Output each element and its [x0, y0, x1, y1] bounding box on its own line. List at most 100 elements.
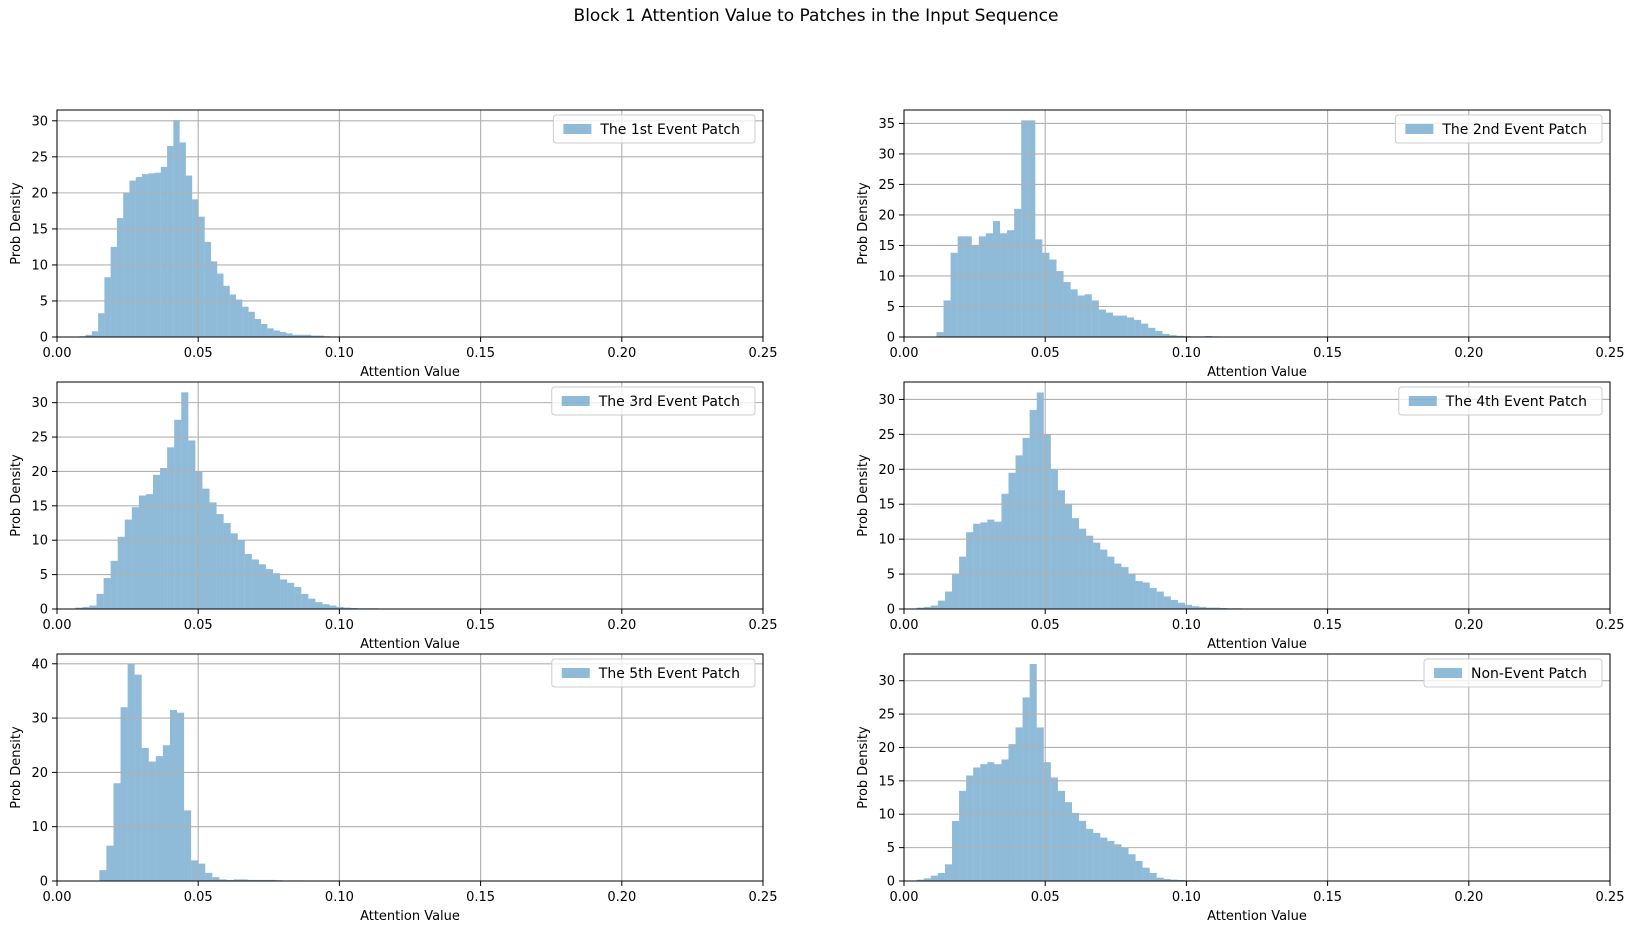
histogram-bar: [85, 334, 92, 337]
histogram-bar: [142, 174, 149, 337]
x-tick-label: 0.20: [1454, 346, 1483, 361]
histogram-bar: [141, 747, 149, 881]
legend-box: [552, 114, 756, 144]
y-tick-label: 20: [878, 741, 895, 756]
legend: The 4th Event Patch: [1398, 386, 1603, 416]
y-tick-label: 10: [878, 808, 895, 823]
histogram-bar: [254, 318, 262, 337]
legend-swatch: [1434, 668, 1463, 678]
histogram-bar: [148, 761, 156, 881]
histogram-bar: [160, 467, 168, 609]
histogram-bar: [75, 607, 83, 609]
histogram-bar: [1149, 588, 1157, 609]
histogram-bar: [188, 440, 196, 609]
histogram-bar: [1121, 847, 1129, 881]
histogram-bar: [1155, 330, 1163, 337]
histogram-bars: [936, 120, 1226, 338]
subplot-4: 0.00 0.05 0.10 0.15 0.20 0.25 0 5 10 15 20 25 30 Atte…: [856, 381, 1624, 652]
histogram-bar: [1029, 664, 1037, 881]
histogram-bar: [267, 328, 274, 337]
histogram-bar: [174, 419, 182, 609]
x-tick-label: 0.05: [184, 618, 213, 633]
x-tick-label: 0.20: [607, 890, 636, 905]
y-axis-label: Prob Density: [9, 454, 24, 537]
histogram-bar: [1176, 335, 1184, 337]
histogram-bar: [985, 233, 993, 337]
histogram-bar: [148, 173, 155, 337]
legend-label: Non-Event Patch: [1471, 666, 1587, 682]
histogram-bar: [944, 864, 953, 881]
x-tick-label: 0.05: [1031, 346, 1060, 361]
x-tick-label: 0.25: [749, 618, 778, 633]
histogram-bar: [966, 532, 974, 609]
x-tick-label: 0.10: [325, 346, 354, 361]
histogram-bar: [217, 273, 224, 337]
histogram-bar: [1148, 327, 1156, 337]
x-tick-label: 0.10: [1172, 618, 1201, 633]
histogram-bar: [1043, 434, 1051, 609]
y-axis-label: Prob Density: [856, 182, 871, 265]
histogram-bar: [138, 495, 146, 609]
x-tick-label: 0.15: [466, 890, 495, 905]
histogram-bar: [155, 756, 163, 881]
histogram-bar: [1001, 759, 1009, 881]
histogram-bar: [930, 605, 938, 609]
y-tick-label: 30: [878, 674, 895, 689]
histogram-bar: [950, 252, 958, 337]
histogram-bar: [236, 299, 243, 337]
histogram-bar: [1079, 820, 1087, 881]
histogram-bar: [106, 845, 114, 881]
x-axis-label: Attention Value: [1207, 909, 1307, 924]
histogram-bar: [1112, 315, 1121, 337]
histogram-bar: [131, 507, 139, 609]
axes-frame: [56, 109, 764, 338]
x-tick-label: 0.05: [1031, 618, 1060, 633]
histogram-bar: [1086, 828, 1094, 881]
x-tick-label: 0.00: [43, 618, 72, 633]
histogram-bar: [223, 523, 231, 609]
histogram-bar: [966, 775, 974, 881]
histogram-bars: [916, 392, 1249, 609]
histogram-bar: [204, 241, 211, 337]
histogram-bar: [286, 333, 293, 337]
histogram-bar: [1135, 581, 1143, 609]
y-tick-label: 25: [878, 178, 895, 193]
x-tick-label: 0.20: [1454, 618, 1483, 633]
y-tick-label: 0: [887, 331, 895, 346]
histogram-bar: [1107, 840, 1115, 881]
histogram-bar: [273, 330, 280, 337]
histogram-bar: [89, 605, 97, 609]
histogram-bars: [75, 392, 401, 609]
histogram-bar: [329, 605, 337, 609]
histogram-bar: [98, 313, 105, 337]
y-tick-label: 10: [878, 533, 895, 548]
histogram-bar: [1141, 323, 1149, 337]
x-tick-label: 0.25: [1596, 346, 1625, 361]
histogram-bar: [279, 331, 287, 337]
histogram-bars: [916, 664, 1214, 881]
histogram-bar: [99, 870, 107, 881]
histogram-bar: [937, 600, 945, 609]
histogram-bar: [198, 863, 206, 881]
histogram-bar: [240, 879, 248, 881]
histogram-bar: [251, 559, 259, 609]
y-tick-label: 15: [31, 499, 48, 514]
histogram-bar: [1022, 697, 1030, 881]
histogram-bar: [120, 707, 128, 881]
legend-swatch: [561, 668, 590, 678]
legend: The 2nd Event Patch: [1394, 114, 1603, 144]
histogram-bar: [135, 177, 142, 337]
histogram-bar: [1000, 233, 1008, 337]
figure-title: Block 1 Attention Value to Patches in th…: [573, 6, 1059, 26]
histogram-bar: [1142, 867, 1150, 881]
x-tick-label: 0.00: [890, 618, 919, 633]
y-tick-label: 5: [40, 568, 48, 583]
y-tick-label: 0: [40, 875, 48, 890]
x-tick-label: 0.05: [184, 346, 213, 361]
histogram-bar: [923, 878, 931, 881]
x-axis-label: Attention Value: [360, 909, 460, 924]
histogram-bar: [104, 277, 111, 337]
histogram-bar: [1121, 567, 1129, 609]
histogram-bar: [1169, 335, 1177, 337]
histogram-bar: [160, 166, 168, 337]
